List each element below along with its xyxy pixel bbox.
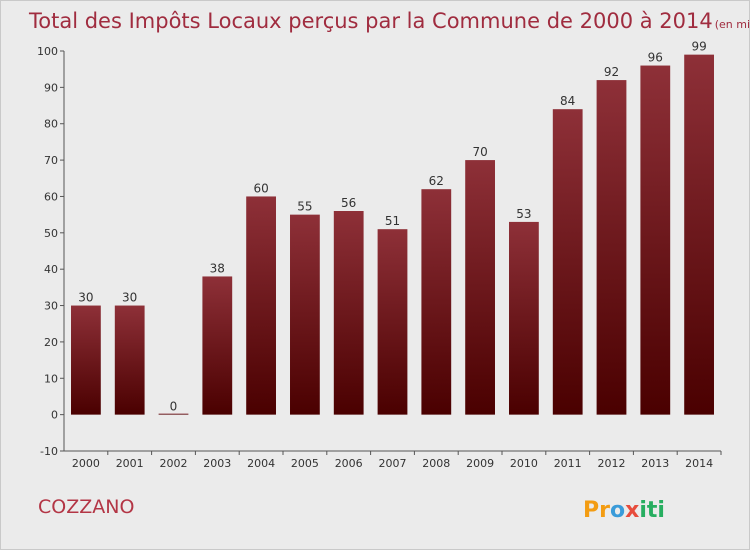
- value-label: 38: [210, 261, 225, 275]
- chart-title-text: Total des Impôts Locaux perçus par la Co…: [28, 9, 713, 33]
- y-tick-label: 90: [44, 81, 58, 94]
- chart-title: Total des Impôts Locaux perçus par la Co…: [28, 9, 750, 33]
- y-tick-label: 0: [51, 409, 58, 422]
- y-tick-label: 50: [44, 227, 58, 240]
- bar: [596, 80, 627, 415]
- bar: [552, 109, 583, 415]
- y-tick-label: 40: [44, 263, 58, 276]
- bars: [71, 54, 714, 415]
- y-tick-label: -10: [40, 445, 58, 458]
- bar: [71, 305, 101, 415]
- bar: [640, 65, 671, 415]
- x-tick-label: 2002: [160, 457, 188, 470]
- value-label: 30: [122, 291, 137, 305]
- value-label: 84: [560, 94, 575, 108]
- value-label: 30: [78, 291, 93, 305]
- chart-title-unit: (en milliers d'€): [715, 18, 750, 31]
- x-tick-label: 2008: [422, 457, 450, 470]
- value-label: 53: [516, 207, 531, 221]
- x-tick-label: 2007: [379, 457, 407, 470]
- bar: [421, 189, 452, 415]
- commune-name: COZZANO: [38, 496, 134, 518]
- x-tick-label: 2011: [554, 457, 582, 470]
- x-tick-label: 2010: [510, 457, 538, 470]
- value-label: 70: [472, 145, 487, 159]
- bar: [465, 160, 495, 415]
- y-tick-label: 100: [37, 45, 58, 58]
- x-tick-label: 2000: [72, 457, 100, 470]
- value-label: 92: [604, 65, 619, 79]
- y-tick-label: 60: [44, 190, 58, 203]
- x-tick-label: 2009: [466, 457, 494, 470]
- x-tick-label: 2006: [335, 457, 363, 470]
- x-tick-label: 2003: [203, 457, 231, 470]
- value-label: 55: [297, 200, 312, 214]
- value-label: 51: [385, 214, 400, 228]
- bar: [114, 305, 145, 415]
- x-tick-label: 2013: [641, 457, 669, 470]
- y-tick-label: 10: [44, 372, 58, 385]
- bar: [246, 196, 276, 415]
- bar: [509, 221, 539, 415]
- x-tick-label: 2001: [116, 457, 144, 470]
- value-label: 60: [253, 181, 268, 195]
- x-tick-label: 2004: [247, 457, 275, 470]
- value-label: 99: [691, 40, 706, 54]
- value-label: 0: [170, 400, 178, 414]
- bar: [333, 211, 364, 415]
- bar: [158, 413, 189, 415]
- x-tick-label: 2012: [598, 457, 626, 470]
- value-label: 96: [648, 51, 663, 65]
- y-tick-label: 70: [44, 154, 58, 167]
- axes: -10 0 10 20 30 40 50 60 70 80 90 100 2000 2001 2002 200…: [37, 45, 722, 470]
- value-labels: 30 30 0 38 60 55 56 51 62 70 53 84 92 96 99: [78, 40, 706, 414]
- proxiti-logo: Proxiti: [583, 498, 665, 523]
- y-tick-label: 30: [44, 300, 58, 313]
- bar: [290, 214, 320, 415]
- value-label: 56: [341, 196, 356, 210]
- y-tick-label: 20: [44, 336, 58, 349]
- x-tick-label: 2014: [685, 457, 713, 470]
- value-label: 62: [429, 174, 444, 188]
- bar: [202, 276, 233, 415]
- y-tick-label: 80: [44, 118, 58, 131]
- x-tick-label: 2005: [291, 457, 319, 470]
- bar: [377, 229, 408, 415]
- bar: [684, 54, 714, 415]
